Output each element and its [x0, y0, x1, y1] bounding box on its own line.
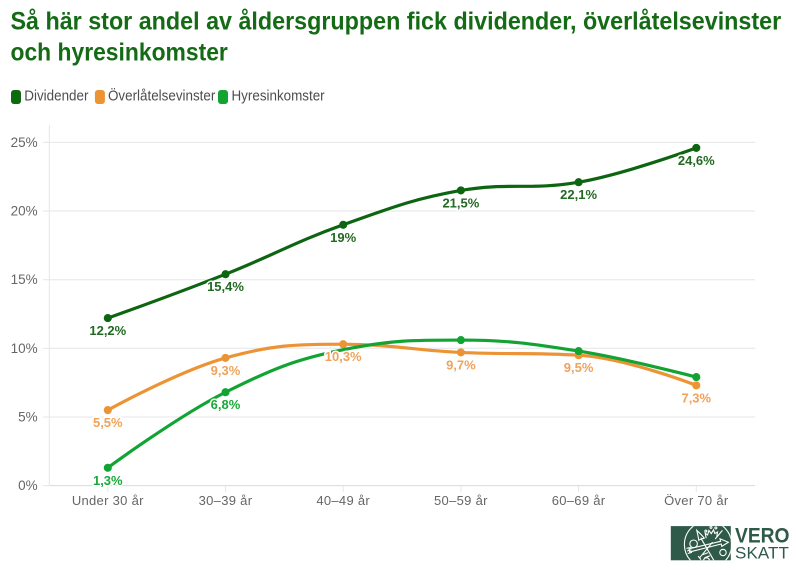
svg-text:6,8%: 6,8% [211, 397, 241, 412]
svg-text:7,3%: 7,3% [681, 390, 711, 405]
svg-text:9,5%: 9,5% [564, 360, 594, 375]
svg-text:20%: 20% [11, 204, 38, 219]
svg-text:och hyresinkomster: och hyresinkomster [11, 39, 228, 67]
svg-text:22,1%: 22,1% [560, 187, 597, 202]
svg-text:15,4%: 15,4% [207, 279, 244, 294]
svg-text:19%: 19% [330, 230, 356, 245]
svg-text:60–69 år: 60–69 år [552, 493, 606, 508]
svg-text:Dividender: Dividender [24, 88, 88, 105]
svg-text:Under 30 år: Under 30 år [72, 493, 144, 508]
svg-text:5%: 5% [18, 410, 38, 425]
svg-text:Hyresinkomster: Hyresinkomster [232, 88, 325, 105]
svg-text:Så här stor andel av åldersgru: Så här stor andel av åldersgruppen fick … [11, 8, 782, 36]
svg-text:1,3%: 1,3% [93, 473, 123, 488]
svg-text:5,5%: 5,5% [93, 415, 123, 430]
svg-text:50–59 år: 50–59 år [434, 493, 488, 508]
svg-text:0%: 0% [18, 478, 38, 493]
svg-text:10%: 10% [11, 341, 38, 356]
svg-text:21,5%: 21,5% [442, 195, 479, 210]
svg-text:24,6%: 24,6% [678, 153, 715, 168]
svg-text:25%: 25% [11, 135, 38, 150]
svg-text:Över 70 år: Över 70 år [664, 493, 729, 508]
svg-text:9,3%: 9,3% [211, 363, 241, 378]
svg-text:12,2%: 12,2% [89, 323, 126, 338]
svg-text:15%: 15% [11, 272, 38, 287]
svg-text:Överlåtelsevinster: Överlåtelsevinster [108, 86, 216, 105]
svg-text:30–39 år: 30–39 år [199, 493, 253, 508]
svg-text:VERO: VERO [735, 524, 790, 547]
svg-text:9,7%: 9,7% [446, 357, 476, 372]
svg-text:10,3%: 10,3% [325, 349, 362, 364]
svg-text:40–49 år: 40–49 år [316, 493, 370, 508]
svg-text:SKATT: SKATT [735, 544, 789, 563]
